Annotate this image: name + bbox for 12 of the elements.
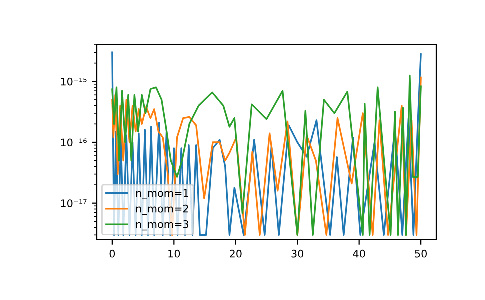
x-tick-label: 20 xyxy=(230,250,242,258)
y-tick-label: 10⁻¹⁷ xyxy=(61,200,87,208)
legend-label: n_mom=1 xyxy=(136,189,188,200)
legend-label: n_mom=3 xyxy=(136,220,189,231)
x-tick-label: 0 xyxy=(110,250,116,258)
legend-label: n_mom=2 xyxy=(136,204,188,216)
x-tick-label: 30 xyxy=(292,250,304,258)
x-tick-label: 40 xyxy=(353,250,366,258)
y-tick-label: 10⁻¹⁵ xyxy=(61,78,87,86)
y-tick-label: 10⁻¹⁶ xyxy=(61,138,87,147)
x-tick-label: 50 xyxy=(415,250,428,258)
x-tick-label: 10 xyxy=(168,250,180,258)
